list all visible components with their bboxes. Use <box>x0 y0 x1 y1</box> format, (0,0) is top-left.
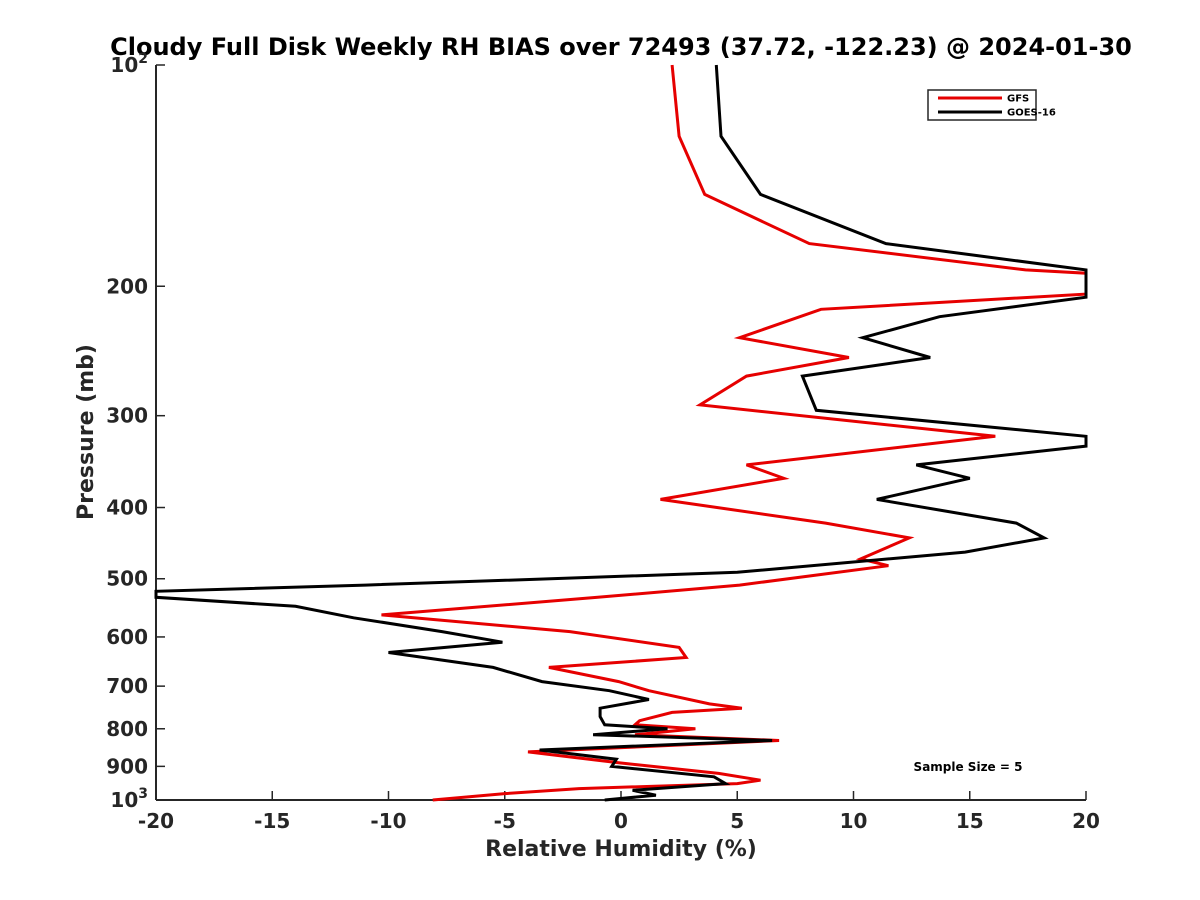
x-axis-ticks: -20 -15 -10 -5 0 5 10 15 20 <box>138 791 1100 833</box>
x-tick-label: 10 <box>840 809 868 833</box>
y-tick-label: 300 <box>106 404 148 428</box>
series-line-goes-16 <box>154 64 1088 802</box>
legend: GFS GOES-16 <box>927 89 1056 121</box>
x-tick-label: -10 <box>370 809 406 833</box>
chart-title: Cloudy Full Disk Weekly RH BIAS over 724… <box>110 33 1132 61</box>
y-tick-label: 700 <box>106 674 148 698</box>
y-tick-label: 600 <box>106 625 148 649</box>
x-tick-label: 5 <box>730 809 744 833</box>
x-tick-label: -15 <box>254 809 290 833</box>
x-tick-label: -20 <box>138 809 174 833</box>
legend-label: GFS <box>1007 94 1029 105</box>
y-tick-label: 400 <box>106 496 148 520</box>
y-tick-label: 200 <box>106 274 148 298</box>
y-tick-label: 900 <box>106 754 148 778</box>
series-lines <box>154 64 1088 802</box>
legend-box <box>927 89 1037 121</box>
legend-label: GOES-16 <box>1007 108 1056 119</box>
y-axis-label: Pressure (mb) <box>74 344 99 520</box>
x-tick-label: 15 <box>956 809 984 833</box>
y-tick-label: 103 <box>110 786 148 812</box>
x-tick-label: -5 <box>494 809 516 833</box>
y-tick-label: 800 <box>106 717 148 741</box>
sample-size-annotation: Sample Size = 5 <box>914 760 1023 774</box>
y-tick-label: 500 <box>106 567 148 591</box>
x-tick-label: 20 <box>1072 809 1100 833</box>
y-axis-ticks: 102 200 300 400 500 600 700 800 900 103 <box>106 51 165 812</box>
x-tick-label: 0 <box>614 809 628 833</box>
x-axis-label: Relative Humidity (%) <box>485 837 757 862</box>
y-tick-label: 102 <box>110 51 148 77</box>
